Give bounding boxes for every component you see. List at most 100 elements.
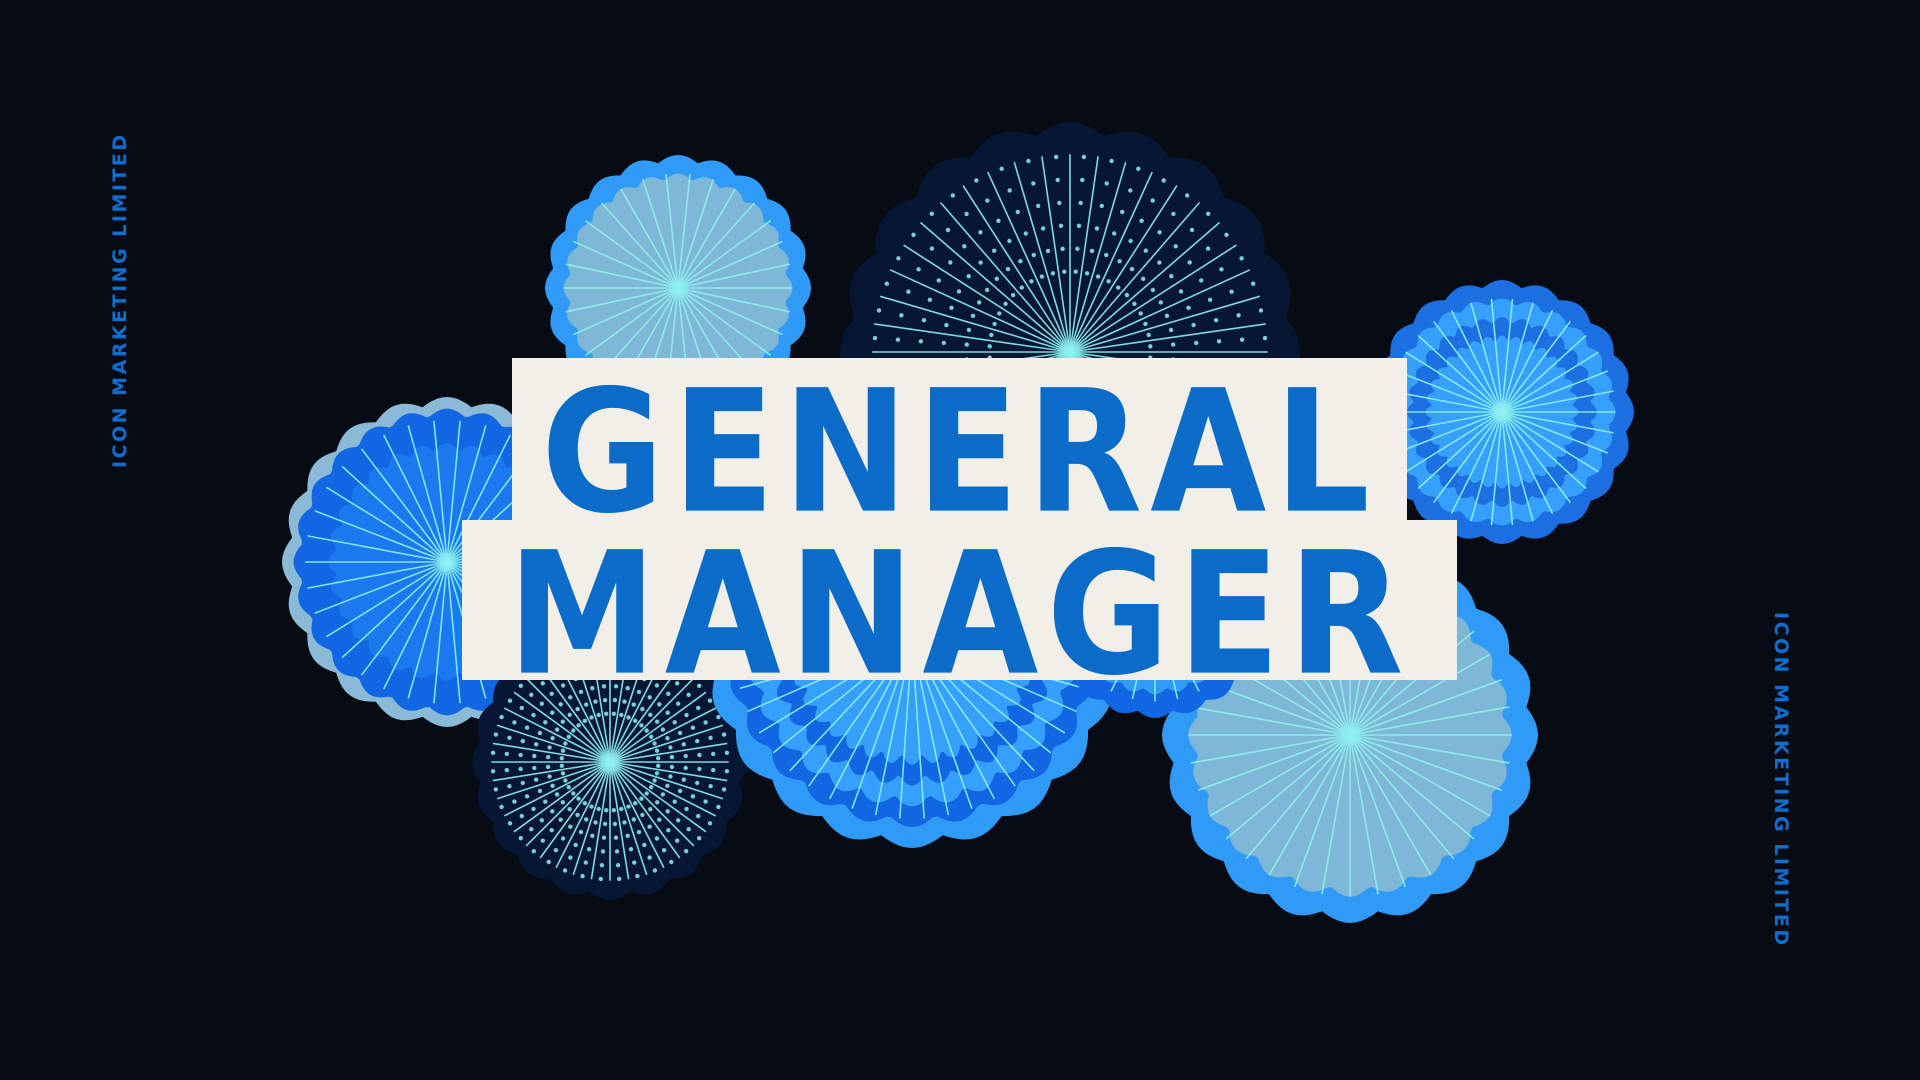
rosette-dot (666, 691, 671, 696)
rosette-dot (571, 728, 576, 733)
rosette-dot (999, 166, 1004, 171)
rosette-dot (539, 701, 544, 706)
company-name-vertical-left: ICON MARKETING LIMITED (109, 132, 131, 468)
rosette-dot (1171, 342, 1176, 347)
rosette-ray (503, 707, 611, 763)
rosette-dot (584, 702, 589, 707)
rosette-dot (684, 806, 689, 812)
rosette-dot (1081, 154, 1087, 160)
rosette-ray (609, 665, 681, 763)
rosette-dot (601, 684, 607, 689)
rosette-ray (609, 691, 707, 763)
rosette-dot (1219, 267, 1224, 272)
rosette-ray (962, 185, 1071, 353)
rosette-dot (1129, 266, 1135, 272)
rosette-dot (1058, 223, 1064, 228)
rosette-dot (721, 732, 727, 737)
rosette-ray (503, 761, 611, 817)
rosette-dot (695, 738, 700, 744)
rosette-ray (525, 761, 611, 847)
rosette-ray (1450, 310, 1503, 413)
rosette-dot (625, 833, 630, 838)
rosette-dot (532, 753, 537, 759)
rosette-ray (1390, 411, 1503, 434)
rosette-dot (1146, 332, 1151, 338)
rosette-dot (672, 720, 677, 725)
rosette-dot (696, 705, 701, 711)
rosette-dot (648, 807, 653, 812)
rosette-ray (1501, 411, 1614, 434)
rosette-dot (560, 771, 566, 776)
rosette-dot (987, 344, 992, 349)
rosette-dot (648, 712, 653, 717)
rosette-dot (532, 765, 537, 771)
rosette-dot (697, 752, 702, 758)
rosette-ray (382, 561, 448, 690)
rosette-dot (1031, 252, 1037, 258)
rosette-dot (1128, 188, 1133, 193)
rosette-dot (1191, 322, 1196, 328)
rosette-dot (1078, 200, 1083, 206)
rosette-ray (1041, 156, 1071, 353)
rosette-ray (889, 269, 1071, 353)
rosette-dot (1080, 177, 1085, 183)
rosette-dot (554, 727, 560, 732)
rosette-dot (626, 804, 631, 809)
rosette-ray (1390, 390, 1503, 413)
rosette-dot (612, 697, 618, 703)
rosette-ray (1069, 295, 1261, 353)
rosette-dot (518, 836, 523, 841)
rosette-dot (611, 808, 616, 813)
rosette-dot (575, 812, 580, 818)
rosette-dot (576, 723, 581, 728)
rosette-dot (550, 783, 555, 788)
rosette-ray (1395, 370, 1503, 413)
rosette-dot (1258, 308, 1264, 313)
rosette-dot (1236, 313, 1241, 318)
rosette-dot (518, 752, 523, 758)
rosette-ray (555, 761, 611, 869)
rosette-dot (936, 278, 941, 283)
rosette-ray (1432, 411, 1503, 504)
rosette-ray (1417, 411, 1503, 490)
rosette-ray (1405, 411, 1503, 473)
rosette-dot (683, 765, 688, 771)
rosette-ray (609, 761, 728, 782)
rosette-dot (1251, 281, 1256, 286)
rosette-dot (649, 734, 654, 739)
rosette-dot (1138, 311, 1143, 316)
rosette-dot (872, 335, 878, 341)
rosette-ray (407, 561, 448, 699)
rosette-dot (966, 327, 972, 333)
rosette-ray (1069, 201, 1201, 353)
rosette-dot (1229, 289, 1234, 294)
rosette-dot (490, 750, 496, 755)
rosette-dot (537, 788, 543, 794)
rosette-ray (609, 761, 707, 833)
rosette-ray (1349, 734, 1407, 888)
rosette-dot (948, 260, 953, 265)
rosette-dot (568, 824, 573, 829)
rosette-dot (1053, 154, 1059, 160)
rosette-dot (978, 230, 983, 235)
rosette-dot (681, 742, 686, 747)
rosette-dot (655, 719, 660, 724)
rosette-ray (1190, 734, 1351, 764)
rosette-dot (1007, 238, 1012, 244)
rosette-dot (724, 769, 730, 774)
rosette-dot (655, 800, 660, 805)
rosette-ray (1225, 734, 1351, 840)
rosette-hub (1346, 731, 1354, 739)
rosette-dot (1239, 256, 1244, 261)
rosette-ray (1209, 734, 1351, 817)
rosette-ray (677, 178, 715, 289)
rosette-dot (1150, 287, 1156, 293)
rosette-ray (1501, 411, 1554, 514)
rosette-dot (660, 792, 666, 797)
rosette-ray (496, 761, 611, 800)
rosette-dot (1031, 181, 1036, 186)
rosette-ray (382, 434, 448, 563)
rosette-dot (566, 734, 571, 739)
rosette-dot (553, 848, 559, 853)
rosette-dot (582, 718, 587, 723)
